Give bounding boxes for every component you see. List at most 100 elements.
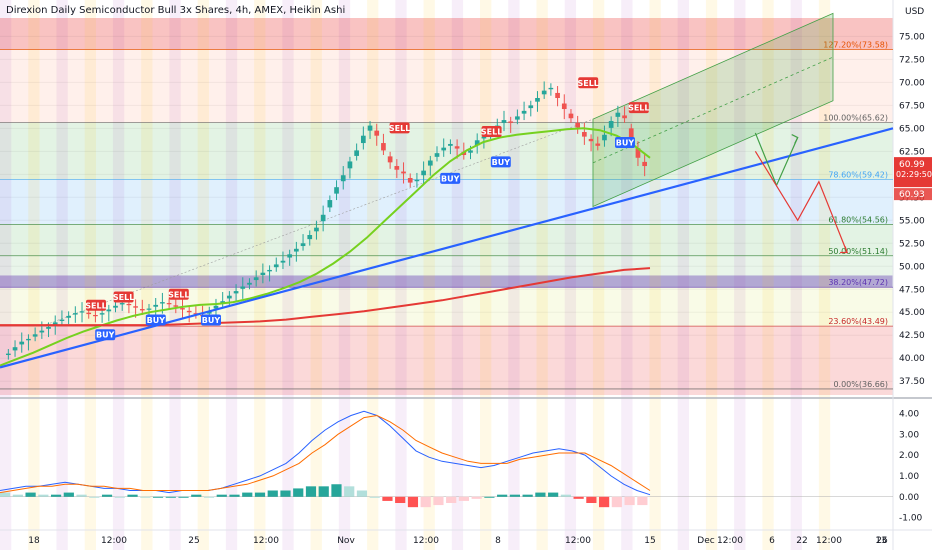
candle-body (260, 272, 266, 276)
macd-histogram-bar (560, 494, 571, 497)
candle-body (381, 143, 386, 151)
fib-band-6 (0, 275, 893, 288)
time-tick: 12:00 (717, 536, 743, 546)
candle-body (314, 227, 319, 232)
session-stripe (310, 0, 322, 550)
candle-body (347, 161, 353, 169)
macd-tick: 1.00 (899, 472, 919, 482)
signal-label: BUY (147, 316, 166, 325)
macd-histogram-bar (25, 492, 36, 497)
time-tick: Dec (697, 536, 714, 546)
sell-signal (628, 102, 649, 114)
price-tick: 70.00 (899, 78, 925, 88)
buy-signal (201, 314, 221, 326)
fib-label: 61.80%(54.56) (828, 215, 888, 224)
candle-body (253, 277, 259, 281)
candle-body (374, 130, 380, 136)
session-stripe (790, 0, 802, 550)
macd-histogram-bar (254, 492, 266, 497)
macd-histogram-bar (382, 496, 393, 501)
session-stripe (564, 0, 577, 550)
macd-histogram-bar (0, 492, 11, 497)
candle-body (508, 121, 514, 123)
session-stripe (367, 0, 379, 550)
price-tick: 67.50 (899, 101, 925, 111)
fib-label: 78.60%(59.42) (828, 171, 888, 180)
candle-body (548, 87, 554, 90)
fib-band-1 (0, 49, 893, 123)
signal-label: SELL (628, 104, 649, 113)
candle-body (12, 347, 18, 351)
candle-body (139, 309, 145, 311)
candle-body (59, 319, 65, 321)
macd-histogram-bar (497, 494, 508, 497)
candle-body (180, 308, 185, 310)
candle-body (555, 92, 560, 98)
price-tick: 45.00 (899, 308, 925, 318)
time-tick: 12:00 (413, 536, 439, 546)
candle-body (434, 153, 440, 157)
candle-body (622, 115, 627, 119)
macd-histogram-bar (267, 490, 278, 497)
signal-label: BUY (492, 158, 511, 167)
macd-histogram-bar (548, 492, 559, 497)
price-tick: 52.50 (899, 239, 925, 249)
candle-body (468, 150, 473, 153)
candle-body (635, 148, 641, 158)
macd-histogram-bar (611, 496, 622, 508)
candle-body (427, 160, 433, 166)
candle-body (287, 254, 293, 258)
session-stripe (141, 0, 153, 550)
candle-body (454, 146, 460, 149)
price-tick: 42.50 (899, 331, 925, 341)
last-price-value: 60.99 (899, 160, 925, 170)
candle-body (153, 304, 159, 307)
session-stripe (621, 0, 633, 550)
candle-body (441, 147, 447, 151)
candle-body (166, 303, 172, 305)
macd-tick: 3.00 (899, 430, 919, 440)
candle-body (294, 248, 299, 252)
macd-signal-line (0, 414, 651, 494)
macd-histogram-bar (586, 496, 597, 503)
axis-layer: 37.50 40.00 42.50 45.00 47.50 50.00 52.50 55.00… (28, 32, 932, 546)
macd-histogram-bar (114, 496, 125, 498)
session-stripe (480, 0, 492, 550)
candle-body (280, 260, 286, 263)
candle-body (327, 200, 333, 208)
time-tick: 18 (28, 536, 40, 546)
candle-body (227, 295, 232, 299)
candle-body (628, 128, 634, 139)
second-price-tag (894, 188, 932, 201)
candle-body (360, 135, 366, 144)
session-stripe (649, 0, 661, 550)
time-tick: 13 (875, 536, 886, 546)
signal-label: BUY (202, 316, 221, 325)
candle-body (126, 303, 132, 306)
macd-histogram-bar (127, 494, 138, 497)
candle-body (521, 110, 527, 114)
fib-band-8 (0, 326, 893, 395)
signal-label: BUY (616, 139, 635, 148)
fib-band-5 (0, 255, 893, 288)
candle-body (186, 310, 192, 313)
candle-body (421, 170, 426, 176)
macd-histogram-bar (280, 490, 291, 497)
time-tick: 22 (796, 536, 807, 546)
fib-label: 23.60%(43.49) (828, 317, 888, 326)
candle-body (93, 315, 98, 317)
macd-histogram-bar (50, 494, 62, 497)
signal-label: SELL (389, 124, 410, 133)
candle-body (407, 177, 413, 183)
buy-signal (95, 329, 116, 341)
second-price-value: 60.93 (899, 190, 925, 200)
candle-body (575, 122, 581, 128)
candle-body (394, 166, 400, 170)
time-tick: 6 (769, 536, 775, 546)
macd-histogram-bar (458, 496, 470, 501)
candle-body (240, 286, 246, 289)
currency-label: USD (905, 7, 924, 17)
time-tick: 12:00 (101, 536, 127, 546)
